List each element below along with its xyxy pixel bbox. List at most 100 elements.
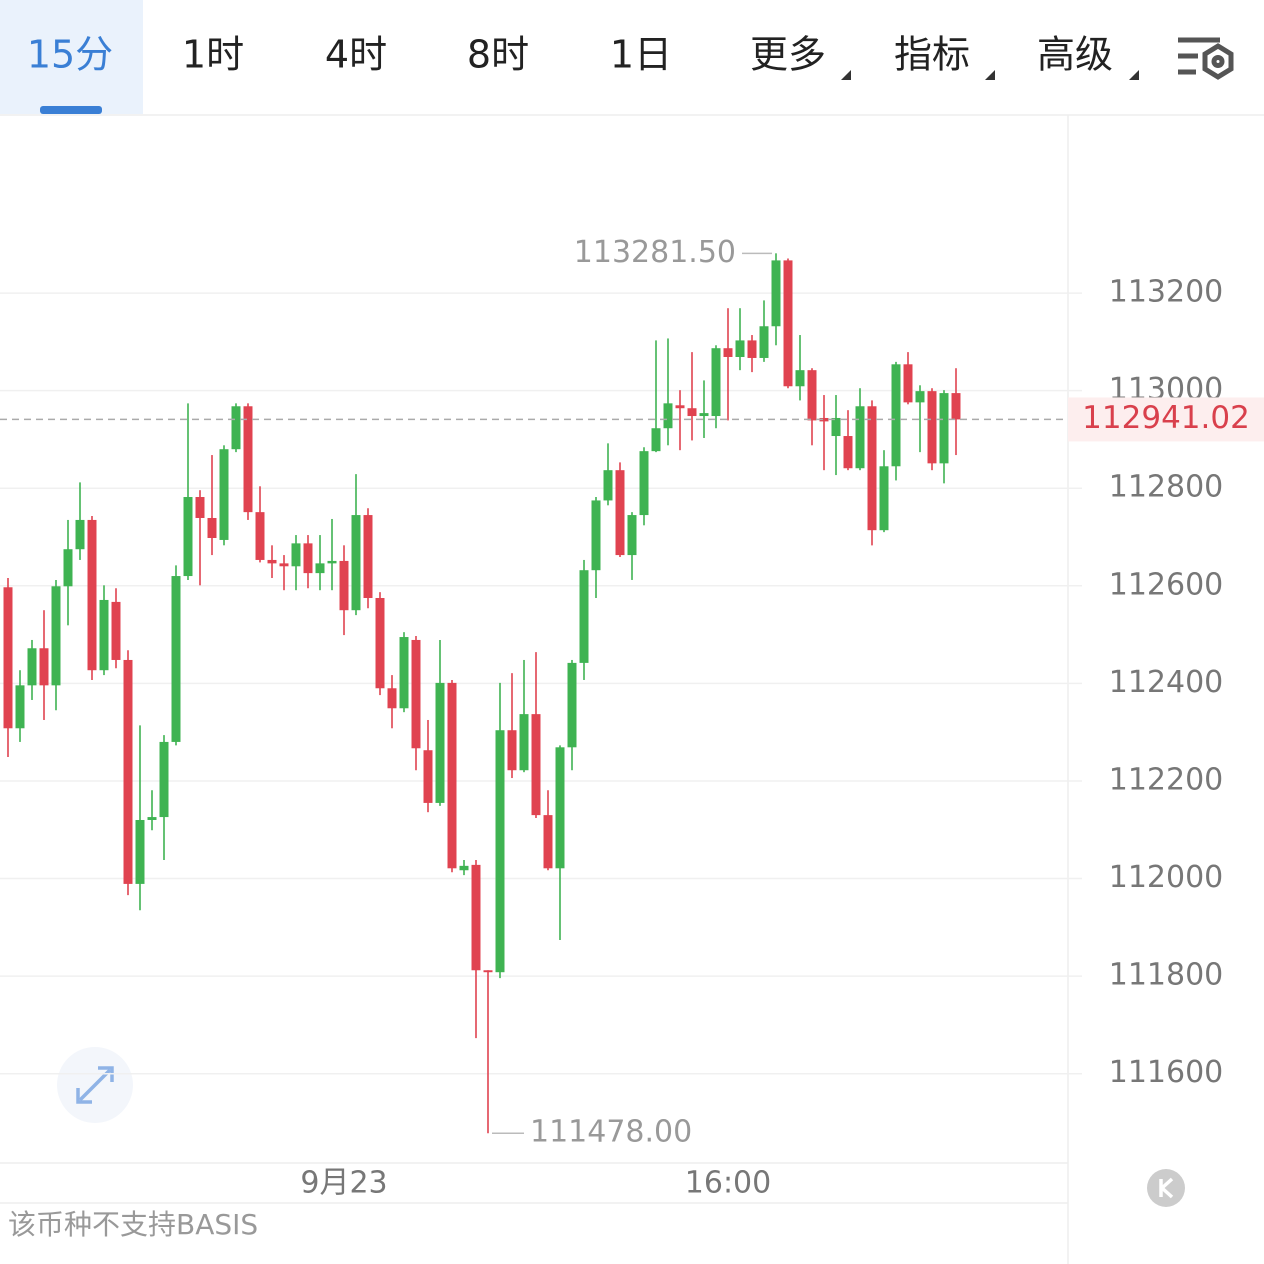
candle-body [903,364,913,403]
candle-body [855,406,865,469]
y-tick-label: 112800 [1109,470,1224,505]
candle-body [363,515,373,599]
candle-body [927,391,937,464]
y-tick-label: 112000 [1109,860,1224,895]
candle-body [711,348,721,417]
candle-body [423,750,433,803]
candle-body [699,413,709,417]
tab[interactable]: 4时 [325,33,387,77]
candle-body [231,406,241,450]
candle-body [663,403,673,429]
settings-icon[interactable] [1178,37,1234,80]
candle-body [255,512,265,560]
candle-body [39,648,49,686]
candle-body [267,559,277,564]
x-tick-label: 16:00 [685,1166,771,1201]
candle-body [567,662,577,748]
candle-body [507,730,517,771]
candle-body [243,406,253,513]
candle-body [447,682,457,869]
candle-body [543,815,553,869]
candle-body [735,340,745,357]
candle-body [435,682,445,803]
candle-body [99,599,109,671]
candle-body [411,639,421,749]
candle-body [603,470,613,501]
y-tick-label: 112400 [1109,665,1224,700]
candle-body [843,436,853,469]
y-tick-label: 113200 [1109,275,1224,310]
candle-body [723,348,733,357]
candle-body [531,714,541,816]
candle-body [555,747,565,869]
candle-body [327,560,337,564]
candle-body [783,260,793,387]
tab[interactable]: 更多 [750,33,826,77]
candle-body [495,730,505,973]
candle-body [51,586,61,686]
candle-body [291,543,301,567]
candle-body [183,497,193,577]
candle-body [483,970,493,973]
candle-body [687,408,697,417]
candle-body [207,517,217,538]
candle-body [879,466,889,531]
candle-body [891,364,901,467]
candle-body [171,576,181,742]
candle-body [387,688,397,709]
candle-body [459,865,469,871]
candle-body [351,515,361,611]
candle-body [399,637,409,709]
candle-body [87,519,97,671]
y-tick-label: 112600 [1109,567,1224,602]
candle-body [591,500,601,571]
candle-body [819,417,829,422]
candle-body [915,391,925,403]
candle-body [75,519,85,550]
candle-body [807,370,817,421]
candle-body [771,260,781,327]
dropdown-arrows [841,70,1139,80]
candle-body [471,864,481,971]
candle-body [795,370,805,387]
annotation-label: 113281.50 [574,235,736,270]
candle-body [27,648,37,686]
candle-body [615,470,625,556]
candle-body [303,543,313,574]
candle-body [675,405,685,409]
candle-body [651,428,661,452]
y-tick-label: 111800 [1109,958,1224,993]
candle-body [867,406,877,531]
selected-tab-bg [0,0,143,114]
k-button[interactable] [1147,1169,1185,1207]
candle-body [123,659,133,884]
candle-body [3,587,13,729]
y-tick-label: 111600 [1109,1055,1224,1090]
candle-body [519,714,529,771]
y-tick-label: 112200 [1109,762,1224,797]
candle-body [135,819,145,884]
candle-body [747,340,757,358]
candle-body [195,497,205,518]
candle-body [315,563,325,574]
candle-body [939,393,949,464]
candle-body [219,449,229,540]
tab[interactable]: 指标 [894,33,970,77]
tab[interactable]: 15分 [27,33,113,77]
candle-body [15,685,25,729]
annotation-label: 111478.00 [530,1115,692,1150]
expand-button[interactable] [57,1047,133,1123]
x-tick-label: 9月23 [300,1166,387,1201]
tab[interactable]: 高级 [1037,33,1113,77]
tab[interactable]: 1时 [182,33,244,77]
candle-body [279,563,289,567]
candle-body [627,515,637,556]
candle-body [63,549,73,587]
candle-body [759,326,769,358]
tab[interactable]: 8时 [467,33,529,77]
candle-body [579,570,589,663]
candle-body [951,393,961,420]
tab[interactable]: 1日 [610,33,672,77]
candle-body [831,417,841,437]
